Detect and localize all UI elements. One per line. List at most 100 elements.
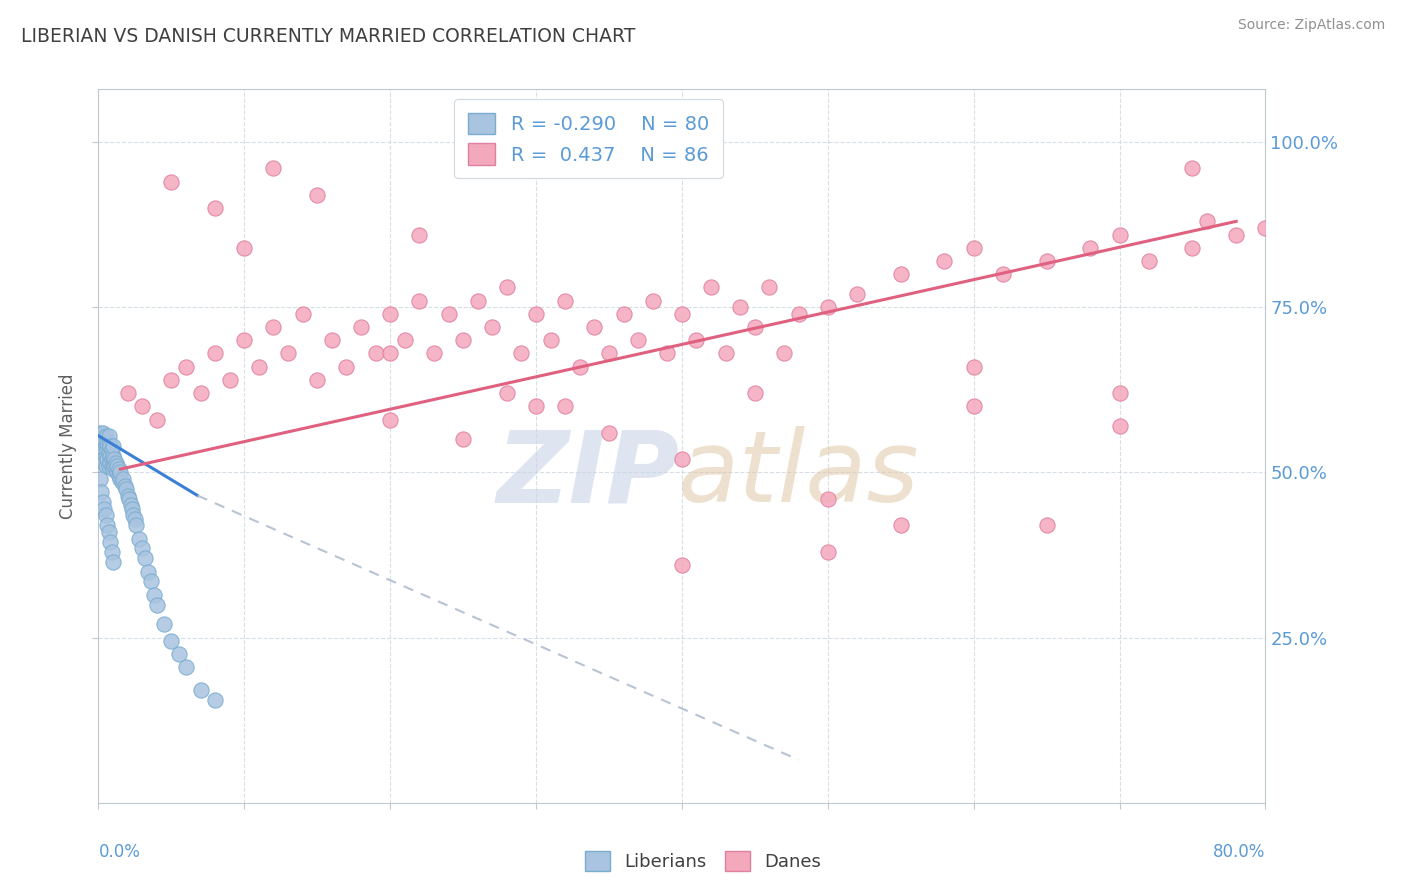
Point xyxy=(96,518,118,533)
Point xyxy=(174,359,197,374)
Point xyxy=(118,491,141,506)
Point xyxy=(817,300,839,314)
Point xyxy=(394,333,416,347)
Point xyxy=(510,346,533,360)
Text: ZIP: ZIP xyxy=(498,426,681,523)
Point xyxy=(104,456,127,470)
Point xyxy=(111,475,134,490)
Point xyxy=(540,333,562,347)
Point xyxy=(167,647,190,661)
Point xyxy=(583,320,606,334)
Point xyxy=(90,485,112,500)
Point xyxy=(408,293,430,308)
Point xyxy=(1254,221,1277,235)
Point xyxy=(96,435,118,450)
Point xyxy=(1035,518,1057,533)
Point xyxy=(350,320,373,334)
Point xyxy=(136,565,159,579)
Point xyxy=(1195,214,1218,228)
Point xyxy=(101,449,124,463)
Point xyxy=(131,400,153,414)
Point xyxy=(1108,419,1130,434)
Point xyxy=(103,458,125,473)
Point xyxy=(524,400,547,414)
Point xyxy=(117,489,139,503)
Point xyxy=(96,452,118,467)
Point xyxy=(122,508,145,523)
Point xyxy=(146,598,169,612)
Text: Source: ZipAtlas.com: Source: ZipAtlas.com xyxy=(1237,18,1385,32)
Point xyxy=(93,501,115,516)
Point xyxy=(1108,386,1130,401)
Point xyxy=(890,518,912,533)
Point xyxy=(277,346,299,360)
Point xyxy=(817,545,839,559)
Point xyxy=(94,439,117,453)
Point xyxy=(101,456,124,470)
Point xyxy=(1108,227,1130,242)
Point xyxy=(94,429,117,443)
Point xyxy=(423,346,446,360)
Point xyxy=(962,400,984,414)
Text: 0.0%: 0.0% xyxy=(98,843,141,861)
Point xyxy=(714,346,737,360)
Text: LIBERIAN VS DANISH CURRENTLY MARRIED CORRELATION CHART: LIBERIAN VS DANISH CURRENTLY MARRIED COR… xyxy=(21,27,636,45)
Point xyxy=(139,574,162,589)
Text: 80.0%: 80.0% xyxy=(1213,843,1265,861)
Point xyxy=(773,346,796,360)
Point xyxy=(104,462,127,476)
Point xyxy=(100,458,122,473)
Point xyxy=(93,433,115,447)
Legend: Liberians, Danes: Liberians, Danes xyxy=(578,844,828,879)
Legend: R = -0.290    N = 80, R =  0.437    N = 86: R = -0.290 N = 80, R = 0.437 N = 86 xyxy=(454,99,723,178)
Point xyxy=(758,280,780,294)
Point xyxy=(94,458,117,473)
Point xyxy=(495,386,517,401)
Point xyxy=(93,456,115,470)
Point xyxy=(115,482,138,496)
Point xyxy=(124,511,146,525)
Point xyxy=(128,532,150,546)
Point xyxy=(160,634,183,648)
Point xyxy=(671,558,693,572)
Point xyxy=(89,439,111,453)
Point xyxy=(91,435,114,450)
Point xyxy=(97,445,120,459)
Point xyxy=(728,300,751,314)
Point xyxy=(671,307,693,321)
Point xyxy=(97,435,120,450)
Point xyxy=(90,429,112,443)
Point xyxy=(97,429,120,443)
Point xyxy=(408,227,430,242)
Point xyxy=(627,333,650,347)
Point xyxy=(962,241,984,255)
Point xyxy=(134,551,156,566)
Point xyxy=(657,346,679,360)
Point xyxy=(97,524,120,539)
Point xyxy=(174,660,197,674)
Point xyxy=(700,280,723,294)
Point xyxy=(91,495,114,509)
Point xyxy=(378,346,402,360)
Point xyxy=(233,333,256,347)
Point xyxy=(1181,161,1204,176)
Point xyxy=(467,293,489,308)
Point xyxy=(91,445,114,459)
Point xyxy=(91,425,114,440)
Point xyxy=(190,683,212,698)
Point xyxy=(204,693,226,707)
Point xyxy=(262,320,284,334)
Point xyxy=(94,508,117,523)
Point xyxy=(190,386,212,401)
Point xyxy=(96,442,118,457)
Point xyxy=(117,386,139,401)
Point xyxy=(97,458,120,473)
Point xyxy=(89,425,111,440)
Point xyxy=(817,491,839,506)
Point xyxy=(437,307,460,321)
Point xyxy=(160,373,183,387)
Point xyxy=(101,462,124,476)
Point xyxy=(307,188,329,202)
Point xyxy=(105,458,128,473)
Point xyxy=(105,466,128,480)
